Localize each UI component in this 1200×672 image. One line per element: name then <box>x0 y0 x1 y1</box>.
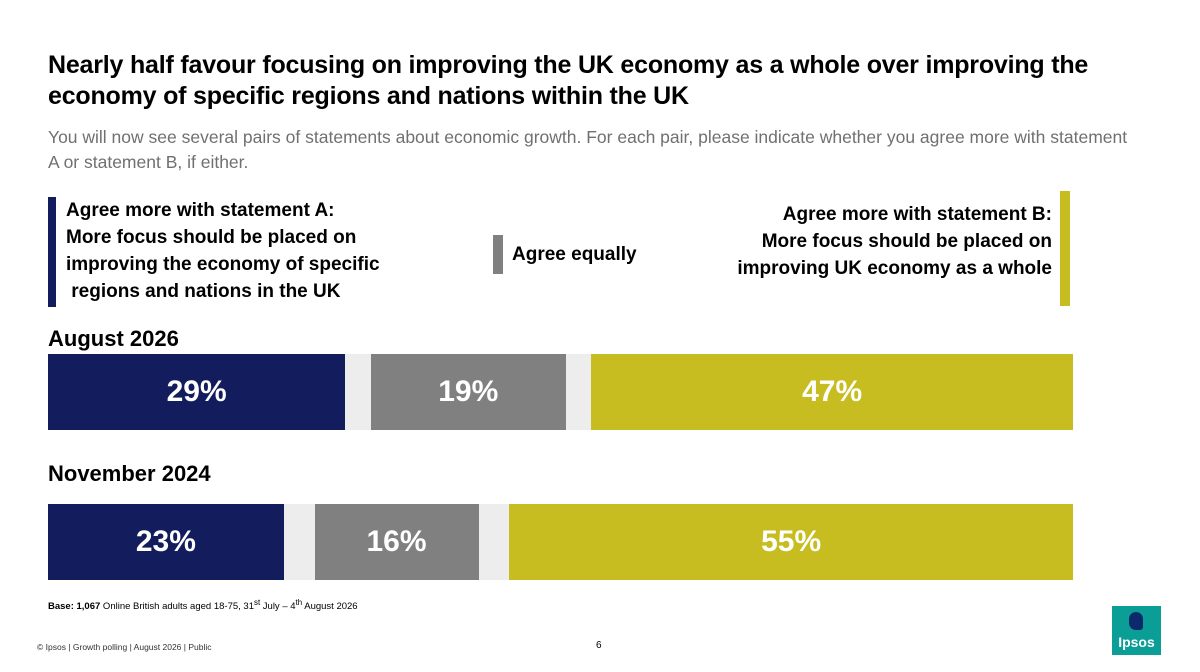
question-text: You will now see several pairs of statem… <box>48 127 1128 172</box>
legend-equal-label: Agree equally <box>512 243 637 265</box>
legend-a-line: Agree more with statement A: <box>66 200 335 221</box>
logo-mark-icon <box>1129 612 1143 630</box>
logo-text: Ipsos <box>1118 634 1155 650</box>
legend-statement-a: Agree more with statement A: More focus … <box>48 197 380 307</box>
wave-label-1: November 2024 <box>48 461 211 486</box>
legend-a-line: improving the economy of specific <box>66 254 380 275</box>
page-number: 6 <box>596 640 602 651</box>
data-label: 55% <box>761 525 822 558</box>
legend-agree-equally: Agree equally <box>493 235 637 274</box>
legend-b-line: improving UK economy as a whole <box>737 258 1052 279</box>
bar-segment-agree-equally: 19% <box>370 354 566 430</box>
base-sup-2: th <box>295 598 303 607</box>
base-bold: Base: 1,067 <box>48 601 101 613</box>
data-label: 23% <box>135 525 196 558</box>
bar-segment-statement-b: 55% <box>509 504 1073 580</box>
bar-segment-gap <box>478 504 510 580</box>
bar-segment-statement-a: 29% <box>48 354 346 430</box>
bar-segment-gap <box>283 504 315 580</box>
legend-statement-b: Agree more with statement B: More focus … <box>737 191 1070 306</box>
legend-b-line: Agree more with statement B: <box>782 204 1052 225</box>
bar-segment-gap <box>565 354 592 430</box>
bar-segment-gap <box>345 354 371 430</box>
wave-label-0: August 2026 <box>48 326 179 351</box>
legend-a-line: More focus should be placed on <box>66 227 357 248</box>
data-label: 16% <box>366 525 427 558</box>
data-label: 19% <box>438 375 499 408</box>
legend-b-line: More focus should be placed on <box>761 231 1052 252</box>
bar-segment-agree-equally: 16% <box>314 504 479 580</box>
bar-row-0: 29% 19% 47% <box>48 354 1073 430</box>
bar-row-1: 23% 16% 55% <box>48 504 1073 580</box>
data-label: 47% <box>802 375 863 408</box>
ipsos-logo: Ipsos <box>1112 606 1161 655</box>
data-label: 29% <box>166 375 227 408</box>
base-mid: July – 4 <box>260 601 296 613</box>
bar-segment-statement-a: 23% <box>48 504 284 580</box>
base-end: August 2026 <box>302 601 358 613</box>
base-sup-1: st <box>253 598 261 607</box>
base-note: Base: 1,067 Online British adults aged 1… <box>48 598 358 612</box>
footer-text: © Ipsos | Growth polling | August 2026 |… <box>37 642 212 652</box>
legend-a-line: regions and nations in the UK <box>66 281 341 302</box>
bar-segment-statement-b: 47% <box>591 354 1073 430</box>
page-title: Nearly half favour focusing on improving… <box>48 51 1089 110</box>
base-text: Online British adults aged 18-75, 31 <box>100 601 254 613</box>
